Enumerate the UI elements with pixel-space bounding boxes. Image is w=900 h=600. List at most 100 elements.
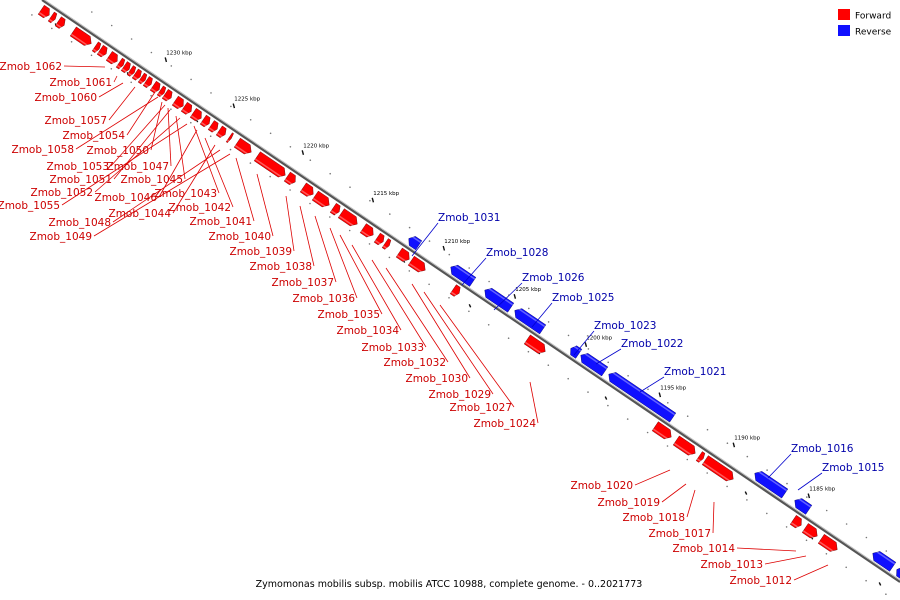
forward-gene-label[interactable]: Zmob_1062: [0, 61, 62, 73]
forward-gene[interactable]: [449, 284, 461, 297]
forward-gene-label[interactable]: Zmob_1020: [571, 480, 633, 492]
reverse-gene-label[interactable]: Zmob_1016: [791, 443, 854, 455]
forward-gene-label[interactable]: Zmob_1029: [429, 389, 491, 401]
forward-gene-label[interactable]: Zmob_1057: [45, 115, 107, 127]
forward-gene-label[interactable]: Zmob_1048: [49, 217, 111, 229]
reverse-gene[interactable]: [408, 236, 423, 251]
forward-gene-label[interactable]: Zmob_1014: [673, 543, 736, 555]
forward-gene[interactable]: [329, 202, 341, 216]
forward-gene[interactable]: [789, 515, 802, 529]
forward-gene[interactable]: [337, 208, 358, 227]
forward-gene-label[interactable]: Zmob_1019: [598, 497, 660, 509]
reverse-gene[interactable]: [608, 372, 677, 423]
forward-gene[interactable]: [171, 95, 184, 109]
forward-gene[interactable]: [299, 182, 314, 197]
forward-gene-label[interactable]: Zmob_1039: [230, 246, 292, 258]
forward-gene-label[interactable]: Zmob_1037: [272, 277, 334, 289]
forward-gene[interactable]: [817, 534, 838, 552]
reverse-gene[interactable]: [484, 288, 515, 313]
forward-gene[interactable]: [142, 76, 153, 88]
forward-gene[interactable]: [149, 80, 161, 94]
forward-gene[interactable]: [120, 61, 131, 74]
forward-gene[interactable]: [381, 238, 392, 250]
forward-gene-label[interactable]: Zmob_1055: [0, 200, 60, 212]
forward-gene-label[interactable]: Zmob_1024: [474, 418, 537, 430]
forward-gene-label[interactable]: Zmob_1038: [250, 261, 312, 273]
forward-gene-label[interactable]: Zmob_1035: [318, 309, 380, 321]
forward-gene-label[interactable]: Zmob_1012: [730, 575, 792, 587]
reverse-gene-label[interactable]: Zmob_1015: [822, 462, 884, 474]
reverse-gene[interactable]: [872, 551, 897, 572]
forward-gene[interactable]: [695, 451, 706, 463]
forward-gene[interactable]: [115, 57, 126, 70]
forward-gene-label[interactable]: Zmob_1046: [95, 192, 158, 204]
forward-gene[interactable]: [47, 11, 58, 24]
forward-gene[interactable]: [69, 26, 92, 46]
forward-gene-label[interactable]: Zmob_1044: [109, 208, 172, 220]
forward-gene-label[interactable]: Zmob_1047: [107, 161, 169, 173]
forward-gene-label[interactable]: Zmob_1050: [87, 145, 149, 157]
forward-gene-label[interactable]: Zmob_1052: [31, 187, 93, 199]
forward-gene-label[interactable]: Zmob_1054: [63, 130, 126, 142]
forward-gene[interactable]: [233, 137, 252, 155]
reverse-gene-label[interactable]: Zmob_1022: [621, 338, 683, 350]
reverse-gene-label[interactable]: Zmob_1025: [552, 292, 614, 304]
forward-gene[interactable]: [523, 334, 546, 354]
forward-gene-label[interactable]: Zmob_1042: [169, 202, 231, 214]
reverse-gene[interactable]: [754, 471, 789, 499]
forward-gene-label[interactable]: Zmob_1018: [623, 512, 685, 524]
forward-gene[interactable]: [126, 65, 137, 77]
forward-gene-label[interactable]: Zmob_1033: [362, 342, 424, 354]
forward-gene[interactable]: [207, 120, 219, 133]
forward-gene[interactable]: [253, 151, 286, 178]
forward-gene-label[interactable]: Zmob_1013: [701, 559, 763, 571]
reverse-gene[interactable]: [896, 567, 900, 580]
reverse-gene-label[interactable]: Zmob_1026: [522, 272, 585, 284]
forward-gene-label[interactable]: Zmob_1061: [50, 77, 112, 89]
forward-gene-label[interactable]: Zmob_1030: [406, 373, 468, 385]
forward-gene[interactable]: [91, 41, 102, 53]
reverse-gene-label[interactable]: Zmob_1023: [594, 320, 656, 332]
reverse-gene[interactable]: [580, 353, 609, 377]
forward-gene-label[interactable]: Zmob_1041: [190, 216, 252, 228]
forward-gene-label[interactable]: Zmob_1043: [155, 188, 217, 200]
reverse-gene[interactable]: [514, 308, 547, 335]
forward-gene-label[interactable]: Zmob_1051: [50, 174, 112, 186]
forward-gene[interactable]: [180, 101, 193, 115]
forward-gene-label[interactable]: Zmob_1040: [209, 231, 271, 243]
forward-gene-label[interactable]: Zmob_1027: [450, 402, 512, 414]
forward-gene[interactable]: [407, 255, 426, 273]
forward-gene[interactable]: [225, 132, 234, 143]
forward-gene[interactable]: [156, 85, 167, 98]
forward-gene[interactable]: [283, 171, 296, 185]
forward-gene[interactable]: [701, 455, 734, 482]
forward-gene[interactable]: [672, 435, 696, 456]
forward-gene[interactable]: [96, 44, 108, 58]
forward-gene[interactable]: [801, 523, 818, 539]
forward-gene[interactable]: [105, 51, 118, 65]
forward-gene[interactable]: [373, 232, 385, 246]
forward-gene-label[interactable]: Zmob_1045: [121, 174, 183, 186]
forward-gene-label[interactable]: Zmob_1058: [12, 144, 74, 156]
forward-gene[interactable]: [131, 68, 142, 81]
forward-gene[interactable]: [137, 72, 148, 85]
forward-gene[interactable]: [189, 108, 202, 122]
forward-gene-label[interactable]: Zmob_1032: [384, 357, 446, 369]
forward-gene[interactable]: [37, 4, 50, 19]
forward-gene-label[interactable]: Zmob_1036: [293, 293, 356, 305]
forward-gene-label[interactable]: Zmob_1017: [649, 528, 711, 540]
reverse-gene[interactable]: [794, 498, 813, 515]
forward-gene[interactable]: [199, 114, 211, 128]
reverse-gene-label[interactable]: Zmob_1031: [438, 212, 500, 224]
reverse-gene-label[interactable]: Zmob_1028: [486, 247, 548, 259]
forward-gene[interactable]: [395, 247, 410, 262]
forward-gene[interactable]: [651, 421, 672, 440]
forward-gene[interactable]: [311, 190, 330, 208]
forward-gene-label[interactable]: Zmob_1034: [337, 325, 400, 337]
forward-gene[interactable]: [161, 89, 173, 102]
forward-gene[interactable]: [54, 16, 66, 29]
forward-gene[interactable]: [359, 223, 374, 238]
reverse-gene-label[interactable]: Zmob_1021: [664, 366, 726, 378]
forward-gene[interactable]: [215, 125, 227, 138]
forward-gene-label[interactable]: Zmob_1049: [30, 231, 92, 243]
